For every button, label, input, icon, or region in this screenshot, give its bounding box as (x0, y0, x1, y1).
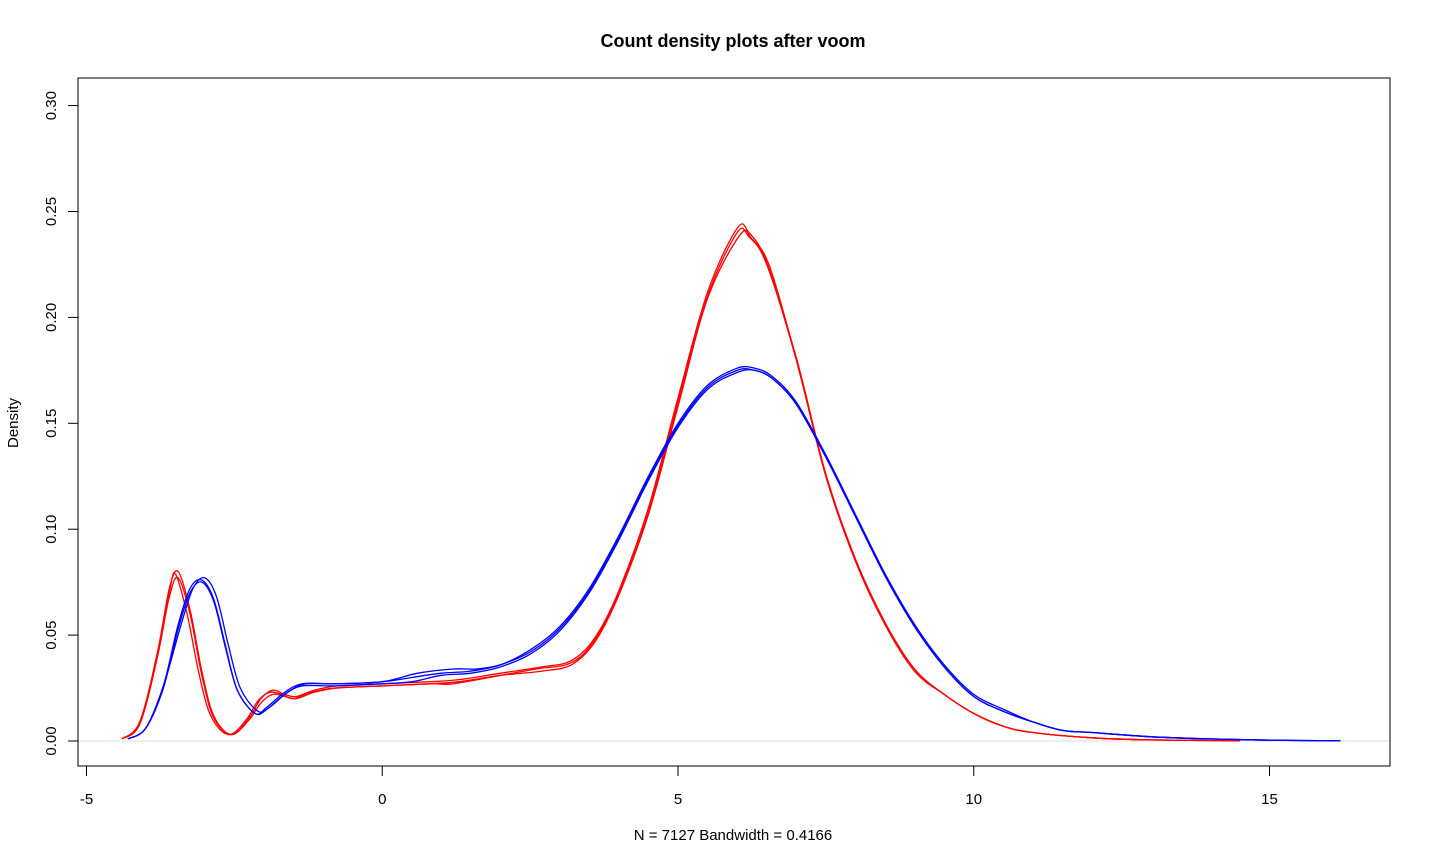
x-axis-label: N = 7127 Bandwidth = 0.4166 (634, 827, 833, 844)
y-tick-label: 0.10 (43, 515, 60, 544)
y-tick-label: 0.00 (43, 726, 60, 755)
y-tick-label: 0.05 (43, 620, 60, 649)
x-tick-label: 15 (1261, 791, 1278, 808)
x-tick-label: 5 (674, 791, 682, 808)
y-axis-label: Density (5, 397, 22, 448)
density-series-4 (127, 365, 1341, 742)
density-series-5 (127, 369, 1341, 742)
x-tick-label: -5 (80, 791, 93, 808)
x-tick-label: 10 (965, 791, 982, 808)
y-tick-label: 0.30 (43, 91, 60, 120)
density-series-1 (121, 227, 1240, 742)
density-series-3 (121, 229, 1240, 742)
density-series-6 (127, 368, 1341, 742)
y-tick-label: 0.20 (43, 303, 60, 332)
x-tick-label: 0 (378, 791, 386, 808)
y-tick-label: 0.25 (43, 197, 60, 226)
chart-title: Count density plots after voom (600, 31, 865, 51)
y-tick-label: 0.15 (43, 409, 60, 438)
x-axis: -5 0 5 10 15 (80, 765, 1278, 808)
density-series-2 (121, 223, 1240, 742)
series-layer (121, 223, 1341, 742)
y-axis: 0.00 0.05 0.10 0.15 0.20 0.25 0.30 (43, 91, 79, 756)
plot-frame (77, 77, 1391, 767)
